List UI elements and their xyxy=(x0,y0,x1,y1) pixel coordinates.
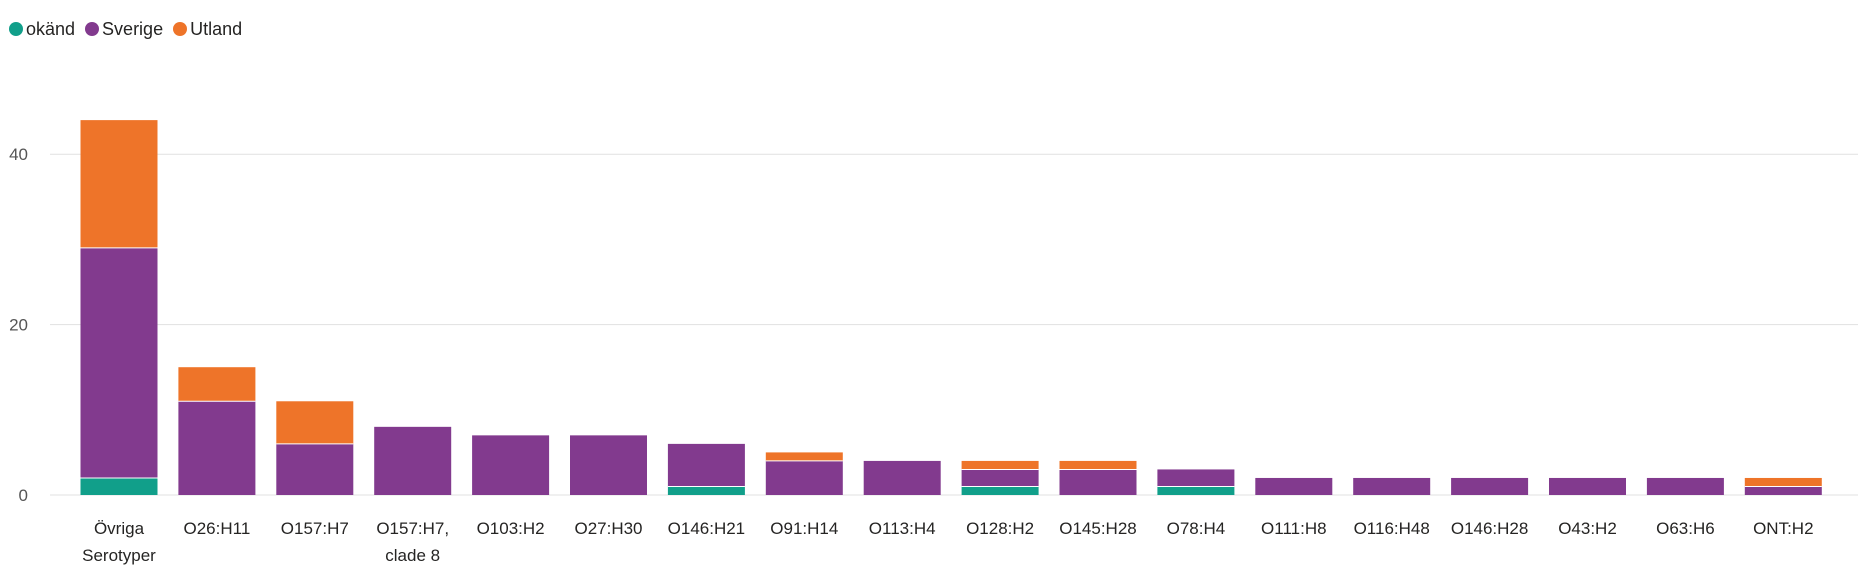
bar-segment-Sverige-5[interactable] xyxy=(570,435,647,495)
legend-label-okand: okänd xyxy=(26,18,76,39)
x-tick-label-12: O111:H8 xyxy=(1261,519,1327,538)
bar-segment-Sverige-16[interactable] xyxy=(1646,477,1724,495)
bar-segment-Sverige-15[interactable] xyxy=(1549,477,1626,495)
chart-legend: okänd Sverige Utland xyxy=(9,18,252,40)
x-tick-label-1: O26:H11 xyxy=(184,519,251,538)
x-tick-label-15: O43:H2 xyxy=(1558,519,1617,538)
legend-item-utland[interactable]: Utland xyxy=(173,19,242,40)
x-tick-label-9: O128:H2 xyxy=(966,519,1034,538)
x-tick-label-5: O27:H30 xyxy=(574,519,642,538)
x-tick-label-13: O116:H48 xyxy=(1354,519,1430,538)
legend-label-utland: Utland xyxy=(190,18,243,39)
legend-label-sverige: Sverige xyxy=(102,18,164,39)
bar-segment-okänd-6[interactable] xyxy=(667,486,745,495)
bar-segment-Utland-2[interactable] xyxy=(276,401,354,444)
bar-segment-okänd-11[interactable] xyxy=(1157,486,1235,495)
bar-segment-Sverige-9[interactable] xyxy=(961,469,1039,487)
x-tick-label-16: O63:H6 xyxy=(1656,519,1715,538)
bar-segment-Sverige-8[interactable] xyxy=(863,460,941,495)
bar-segment-Utland-1[interactable] xyxy=(178,367,256,402)
bar-segment-Sverige-7[interactable] xyxy=(765,460,843,495)
bar-segment-Sverige-1[interactable] xyxy=(178,401,256,495)
x-tick-label-2: O157:H7 xyxy=(281,519,349,538)
bar-segment-Sverige-0[interactable] xyxy=(80,247,158,478)
bar-segment-Sverige-2[interactable] xyxy=(276,443,354,495)
legend-swatch-okand xyxy=(9,22,23,36)
bar-segment-Utland-0[interactable] xyxy=(80,120,158,248)
x-tick-label-7: O91:H14 xyxy=(770,519,838,538)
x-tick-label-3: O157:H7, clade 8 xyxy=(376,519,449,565)
y-tick-label-20: 20 xyxy=(9,316,28,335)
y-tick-label-0: 0 xyxy=(19,486,28,505)
bar-segment-Sverige-13[interactable] xyxy=(1353,477,1431,495)
bar-segment-okänd-9[interactable] xyxy=(961,486,1039,495)
bar-segment-Utland-7[interactable] xyxy=(765,452,843,461)
legend-swatch-sverige xyxy=(85,22,100,36)
bar-segment-Sverige-6[interactable] xyxy=(667,443,745,487)
bar-segment-Sverige-12[interactable] xyxy=(1255,477,1333,495)
bar-segment-Sverige-4[interactable] xyxy=(472,435,550,495)
bar-segment-Sverige-10[interactable] xyxy=(1059,469,1137,495)
bar-segment-Sverige-14[interactable] xyxy=(1451,477,1529,495)
bar-segment-Utland-9[interactable] xyxy=(961,460,1039,470)
x-tick-label-6: O146:H21 xyxy=(668,519,746,538)
x-tick-label-14: O146:H28 xyxy=(1451,519,1529,538)
bar-segment-Sverige-17[interactable] xyxy=(1744,486,1822,495)
y-tick-label-40: 40 xyxy=(9,145,28,164)
legend-item-sverige[interactable]: Sverige xyxy=(85,19,163,40)
legend-swatch-utland xyxy=(173,22,188,36)
bar-segment-Sverige-3[interactable] xyxy=(374,426,452,495)
x-tick-label-0: Övriga Serotyper xyxy=(82,519,156,565)
x-tick-label-4: O103:H2 xyxy=(477,519,545,538)
bar-segment-Utland-10[interactable] xyxy=(1059,460,1137,470)
bar-segment-Sverige-11[interactable] xyxy=(1157,469,1235,487)
bar-segment-okänd-0[interactable] xyxy=(80,477,158,495)
bar-segment-Utland-17[interactable] xyxy=(1744,477,1822,487)
legend-item-okand[interactable]: okänd xyxy=(9,19,75,40)
x-tick-label-8: O113:H4 xyxy=(869,519,936,538)
x-tick-label-17: ONT:H2 xyxy=(1753,519,1813,538)
x-tick-label-11: O78:H4 xyxy=(1167,519,1226,538)
x-tick-label-10: O145:H28 xyxy=(1059,519,1137,538)
